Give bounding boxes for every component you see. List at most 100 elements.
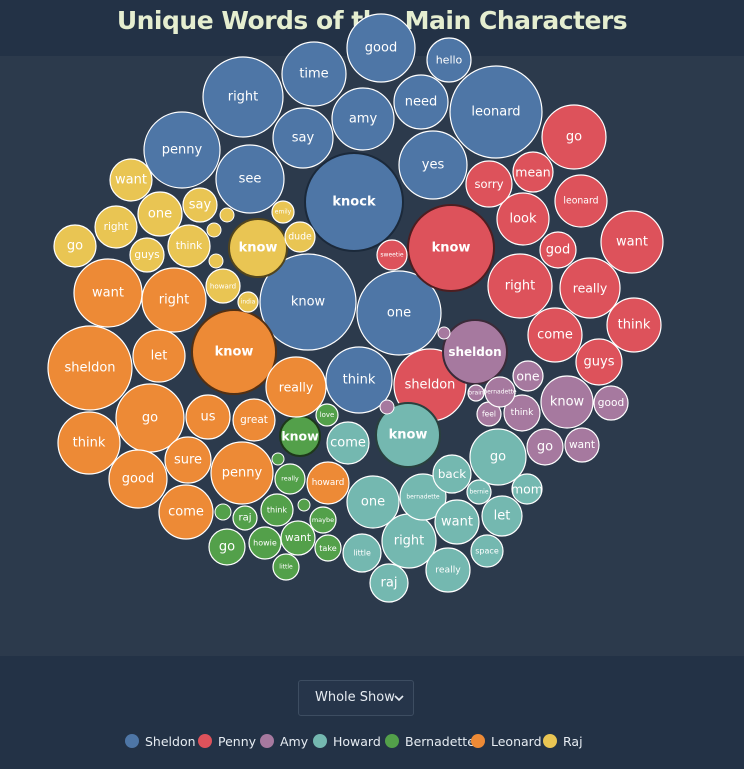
bubble-sheldon-right[interactable] <box>202 56 284 138</box>
bubble-small[interactable] <box>208 253 224 269</box>
legend-item-bernadette[interactable]: Bernadette <box>385 731 475 751</box>
bubble-small[interactable] <box>271 452 285 466</box>
bubble-small[interactable] <box>206 222 222 238</box>
bubble-sheldon-leonard[interactable] <box>449 65 543 159</box>
bubble-sheldon-time[interactable] <box>281 41 347 107</box>
bubble-penny-really[interactable] <box>559 257 621 319</box>
bubble-leonard-great[interactable] <box>232 398 276 442</box>
legend-item-leonard[interactable]: Leonard <box>471 731 542 751</box>
bubble-leonard-think[interactable] <box>57 411 121 475</box>
bubble-bernadette-really[interactable] <box>274 463 306 495</box>
bubble-leonard-howard[interactable] <box>306 461 350 505</box>
bubble-bernadette-love[interactable] <box>315 403 339 427</box>
bubble-raj-dude[interactable] <box>284 221 316 253</box>
bubble-sheldon-knock[interactable] <box>304 152 404 252</box>
bubble-sheldon-need[interactable] <box>393 74 449 130</box>
bubble-penny-leonard[interactable] <box>554 174 608 228</box>
bubble-howard-one[interactable] <box>346 475 400 529</box>
legend-item-penny[interactable]: Penny <box>198 731 256 751</box>
bubble-howard-raj[interactable] <box>369 563 409 603</box>
bubble-raj-one[interactable] <box>137 191 183 237</box>
bubble-howard-bernie[interactable] <box>466 479 492 505</box>
bubble-bernadette-think[interactable] <box>260 493 294 527</box>
bubble-bernadette-take[interactable] <box>314 534 342 562</box>
bubble-penny-right[interactable] <box>487 253 553 319</box>
bubble-sheldon-say[interactable] <box>272 107 334 169</box>
bubble-raj-think[interactable] <box>167 224 211 268</box>
bubble-howard-know[interactable] <box>375 402 441 468</box>
bubble-bernadette-maybe[interactable] <box>309 506 337 534</box>
legend-item-sheldon[interactable]: Sheldon <box>125 731 196 751</box>
bubble-sheldon-yes[interactable] <box>398 130 468 200</box>
bubble-penny-mean[interactable] <box>512 151 554 193</box>
bubble-leonard-sheldon[interactable] <box>47 325 133 411</box>
bubble-leonard-right[interactable] <box>141 267 207 333</box>
bubble-bernadette-raj[interactable] <box>232 505 258 531</box>
bubble-howard-come[interactable] <box>326 421 370 465</box>
bubble-raj-howard[interactable] <box>205 268 241 304</box>
period-select[interactable]: Whole Show <box>298 680 414 716</box>
bubble-penny-sorry[interactable] <box>465 160 513 208</box>
bubble-penny-want[interactable] <box>600 210 664 274</box>
bubble-leonard-let[interactable] <box>132 329 186 383</box>
bubble-bernadette-want[interactable] <box>280 520 316 556</box>
bubble-leonard-know[interactable] <box>191 309 277 395</box>
legend-item-amy[interactable]: Amy <box>260 731 308 751</box>
bubble-bernadette-little[interactable] <box>272 553 300 581</box>
bubble-howard-go[interactable] <box>469 428 527 486</box>
bubble-howard-really[interactable] <box>425 547 471 593</box>
legend-item-howard[interactable]: Howard <box>313 731 381 751</box>
bubble-small[interactable] <box>214 503 232 521</box>
bubble-amy-one[interactable] <box>512 360 544 392</box>
bubble-howard-want[interactable] <box>434 499 480 545</box>
bubble-amy-bernadette[interactable] <box>484 376 516 408</box>
bubble-sheldon-penny[interactable] <box>143 111 221 189</box>
bubble-small[interactable] <box>437 326 451 340</box>
bubble-howard-space[interactable] <box>470 534 504 568</box>
bubble-amy-brain[interactable] <box>467 384 485 402</box>
bubble-bernadette-howie[interactable] <box>248 526 282 560</box>
bubble-raj-want[interactable] <box>109 158 153 202</box>
bubble-amy-want[interactable] <box>564 427 600 463</box>
bubble-amy-know[interactable] <box>540 375 594 429</box>
bubble-howard-bernadette[interactable] <box>399 473 447 521</box>
bubble-raj-know[interactable] <box>228 218 288 278</box>
bubble-raj-emily[interactable] <box>271 200 295 224</box>
bubble-penny-think[interactable] <box>606 297 662 353</box>
bubble-amy-sheldon[interactable] <box>442 319 508 385</box>
bubble-leonard-us[interactable] <box>185 394 231 440</box>
legend-item-raj[interactable]: Raj <box>543 731 583 751</box>
bubble-small[interactable] <box>219 207 235 223</box>
bubble-sheldon-hello[interactable] <box>426 37 472 83</box>
bubble-penny-look[interactable] <box>496 192 550 246</box>
bubble-bernadette-go[interactable] <box>208 528 246 566</box>
bubble-penny-come[interactable] <box>527 307 583 363</box>
bubble-small[interactable] <box>379 399 395 415</box>
bubble-raj-guys[interactable] <box>129 237 165 273</box>
bubble-sheldon-one[interactable] <box>356 270 442 356</box>
bubble-penny-guys[interactable] <box>575 338 623 386</box>
bubble-leonard-come[interactable] <box>158 484 214 540</box>
bubble-penny-know[interactable] <box>407 204 495 292</box>
bubble-penny-go[interactable] <box>541 104 607 170</box>
bubble-leonard-sure[interactable] <box>164 436 212 484</box>
bubble-leonard-want[interactable] <box>73 258 143 328</box>
bubble-sheldon-good[interactable] <box>346 13 416 83</box>
bubble-leonard-really[interactable] <box>265 356 327 418</box>
bubble-penny-sweetie[interactable] <box>376 239 408 271</box>
bubble-raj-india[interactable] <box>237 291 259 313</box>
bubble-amy-think[interactable] <box>503 394 541 432</box>
bubble-raj-say[interactable] <box>182 187 218 223</box>
bubble-howard-little[interactable] <box>342 533 382 573</box>
bubble-sheldon-think[interactable] <box>325 346 393 414</box>
bubble-raj-go[interactable] <box>53 224 97 268</box>
bubble-howard-mom[interactable] <box>511 473 543 505</box>
bubble-sheldon-see[interactable] <box>215 144 285 214</box>
bubble-amy-good[interactable] <box>593 385 629 421</box>
bubble-raj-right[interactable] <box>94 205 138 249</box>
bubble-howard-let[interactable] <box>481 495 523 537</box>
bubble-amy-go[interactable] <box>526 428 564 466</box>
bubble-sheldon-know[interactable] <box>259 253 357 351</box>
bubble-leonard-good[interactable] <box>108 449 168 509</box>
bubble-sheldon-amy[interactable] <box>331 87 395 151</box>
